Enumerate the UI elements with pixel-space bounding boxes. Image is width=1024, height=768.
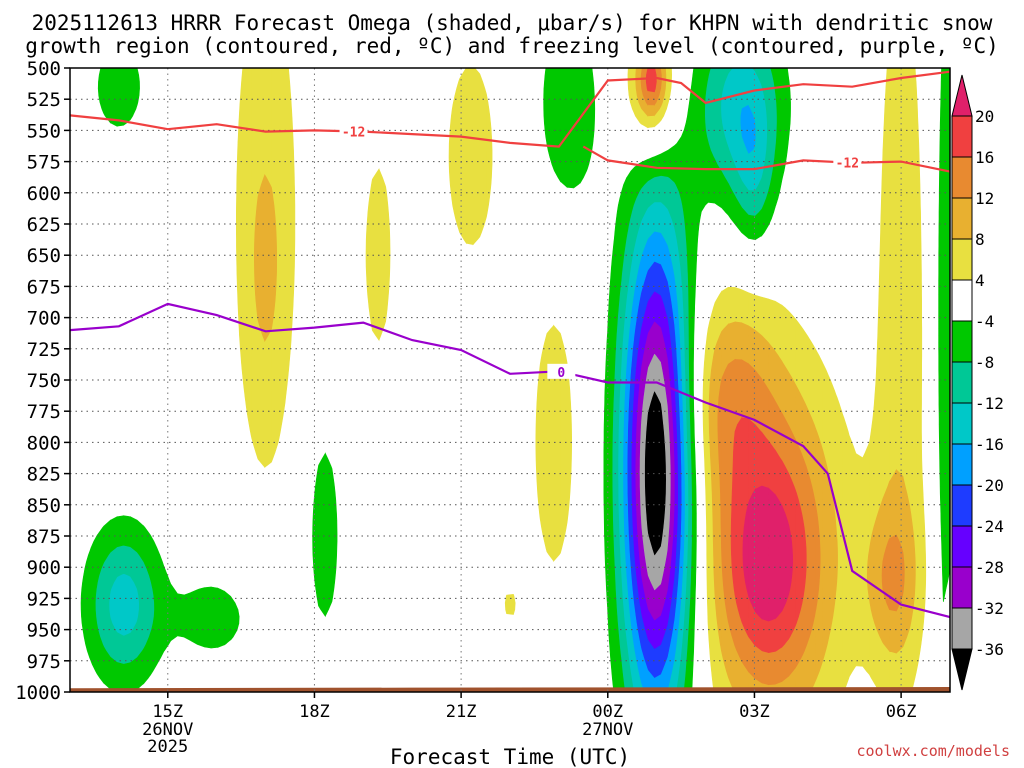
ytick-label-750: 750: [27, 370, 61, 392]
axes: 500 525 550 575 600 625 650 675 700 725 750 775 800 8…: [15, 58, 951, 768]
ytick-label-575: 575: [27, 152, 61, 174]
colorbar-band-7: [951, 361, 973, 404]
chart-title-line1: 2025112613 HRRR Forecast Omega (shaded, …: [31, 11, 993, 35]
dgz-label-upper: -12: [342, 125, 365, 140]
colorbar-band-3: [951, 525, 973, 568]
freezing-level-line: [69, 302, 951, 619]
colorbar-band-0: [951, 648, 973, 691]
freezing-level-label: 0: [557, 366, 565, 381]
chart-title-line2: growth region (contoured, red, ºC) and f…: [25, 34, 999, 58]
ytick-label-925: 925: [27, 588, 61, 610]
omega-band-0: [644, 390, 667, 557]
colorbar-label--32: -32: [975, 599, 1004, 618]
colorbar-label-8: 8: [975, 230, 985, 249]
colorbar: 20 16 12 8 4 -4 -8 -12 -16 -20 -24 -28 -32 -36: [951, 74, 1004, 691]
ytick-label-550: 550: [27, 120, 61, 142]
colorbar-label-12: 12: [975, 189, 994, 208]
ytick-label-725: 725: [27, 339, 61, 361]
ytick-label-950: 950: [27, 620, 61, 642]
colorbar-label--16: -16: [975, 435, 1004, 454]
colorbar-label--8: -8: [975, 353, 994, 372]
ytick-label-825: 825: [27, 464, 61, 486]
ytick-label-650: 650: [27, 245, 61, 267]
ytick-label-900: 900: [27, 557, 61, 579]
x-axis-label: Forecast Time (UTC): [390, 745, 630, 768]
ytick-label-775: 775: [27, 401, 61, 423]
xtick-date-26NOV: 26NOV: [142, 720, 193, 740]
xtick-year: 2025: [147, 737, 188, 757]
colorbar-label--12: -12: [975, 394, 1004, 413]
dgz-label-lower-bg: [833, 154, 862, 170]
colorbar-band-6: [951, 402, 973, 445]
contour-lines: -12 -12 0: [69, 70, 951, 619]
colorbar-label--20: -20: [975, 476, 1004, 495]
ytick-label-525: 525: [27, 89, 61, 111]
ytick-label-500: 500: [27, 58, 61, 80]
colorbar-band-10: [951, 238, 973, 281]
colorbar-label--28: -28: [975, 558, 1004, 577]
ytick-label-625: 625: [27, 214, 61, 236]
colorbar-band-9: [951, 279, 973, 322]
ytick-label-1000: 1000: [15, 682, 61, 704]
colorbar-band-8: [951, 320, 973, 363]
colorbar-label-4: 4: [975, 271, 985, 290]
colorbar-band-11: [951, 197, 973, 240]
credit-text: coolwx.com/models: [856, 742, 1010, 760]
omega-band-3: [630, 290, 679, 651]
colorbar-band-1: [951, 607, 973, 650]
colorbar-label--36: -36: [975, 640, 1004, 659]
xtick-label-18Z: 18Z: [299, 702, 330, 722]
dgz-minus12-lower-line: [582, 145, 951, 173]
dgz-label-lower: -12: [836, 157, 859, 172]
ytick-label-600: 600: [27, 183, 61, 205]
colorbar-label--4: -4: [975, 312, 994, 331]
ytick-label-700: 700: [27, 308, 61, 330]
xtick-label-00Z: 00Z: [592, 702, 623, 722]
xtick-label-21Z: 21Z: [446, 702, 477, 722]
dgz-minus12-upper-line: [69, 70, 951, 148]
ytick-label-850: 850: [27, 495, 61, 517]
colorbar-band-13: [951, 115, 973, 158]
colorbar-label-16: 16: [975, 148, 994, 167]
ytick-label-975: 975: [27, 651, 61, 673]
ground-strip: [70, 687, 950, 692]
colorbar-band-5: [951, 443, 973, 486]
ground-surface: [70, 687, 950, 692]
colorbar-band-14: [951, 74, 973, 117]
colorbar-label-20: 20: [975, 107, 994, 126]
colorbar-band-12: [951, 156, 973, 199]
colorbar-band-4: [951, 484, 973, 527]
ytick-label-800: 800: [27, 432, 61, 454]
ytick-label-675: 675: [27, 276, 61, 298]
ytick-label-875: 875: [27, 526, 61, 548]
xtick-label-03Z: 03Z: [739, 702, 770, 722]
xtick-date-27NOV: 27NOV: [582, 720, 633, 740]
colorbar-band-2: [951, 566, 973, 609]
freezing-level-label-bg: [547, 363, 576, 379]
xtick-label-06Z: 06Z: [886, 702, 917, 722]
grid-lines: [70, 68, 950, 692]
omega-band-14: [742, 485, 794, 622]
xtick-label-15Z: 15Z: [152, 702, 183, 722]
dgz-label-upper-bg: [339, 123, 368, 139]
colorbar-label--24: -24: [975, 517, 1004, 536]
